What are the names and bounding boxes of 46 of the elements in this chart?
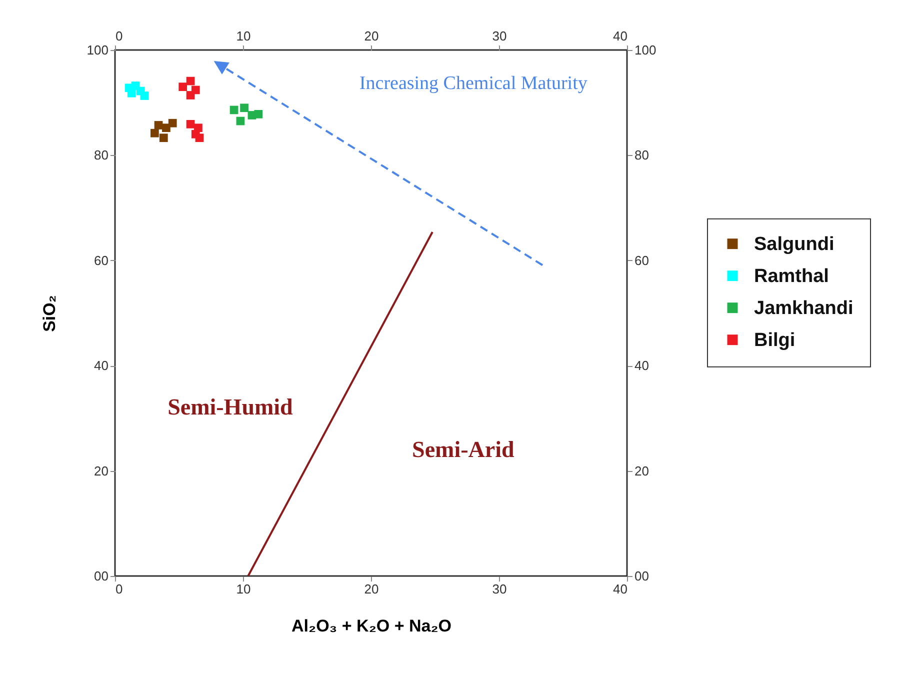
x-axis-title: Al₂O₃ + K₂O + Na₂O [292,616,452,636]
annotation: Semi-Humid [168,394,294,420]
point [240,104,248,112]
x2-tick-label: 10 [236,28,251,44]
x-tick-label: 10 [236,582,251,596]
point [154,121,163,130]
point [186,91,195,100]
annotation: Increasing Chemical Maturity [359,73,588,94]
x-tick-label: 0 [116,582,123,596]
point [159,134,168,142]
y2-tick-label: 40 [634,358,649,374]
x2-tick-label: 0 [116,28,123,44]
point [186,76,195,86]
y2-tick-label: 20 [634,463,649,478]
x2-tick-label: 20 [364,28,379,44]
point [236,116,245,126]
x2-tick-label: 30 [492,28,507,44]
point [168,118,177,128]
point [230,106,238,114]
x-tick-label: 40 [613,582,628,596]
y-tick-label: 20 [94,463,108,478]
y2-tick-label: 80 [634,148,649,163]
legend-label: Bilgi [754,330,796,351]
y2-tick-label: 00 [634,568,649,584]
y2-tick-label: 100 [634,42,656,58]
x-tick-label: 30 [492,582,507,596]
point [186,120,195,128]
point [140,92,149,100]
y-axis-title: SiO₂ [40,295,59,332]
y2-tick-label: 60 [634,252,649,268]
annotation: Semi-Arid [412,436,514,462]
point [254,110,263,118]
point [150,128,159,138]
legend-label: Ramthal [754,266,829,287]
point [191,130,200,138]
point [127,88,136,98]
x2-tick-label: 40 [613,28,628,44]
y-tick-label: 100 [86,42,108,58]
point [178,82,188,92]
y-tick-label: 00 [94,568,108,584]
legend-label: Jamkhandi [754,298,854,319]
y-tick-label: 40 [94,358,108,374]
y-tick-label: 60 [94,252,108,268]
x-tick-label: 20 [364,582,379,596]
legend-label: Salgundi [754,234,834,255]
y-tick-label: 80 [94,148,108,163]
